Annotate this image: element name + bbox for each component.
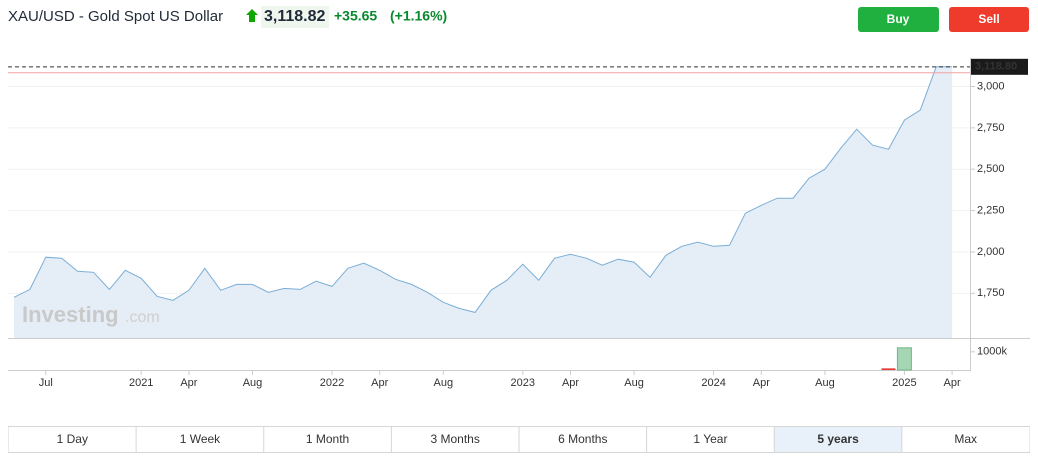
buy-button[interactable] — [858, 7, 939, 32]
range-tab-label[interactable]: 3 Months — [431, 432, 480, 446]
range-tab[interactable] — [391, 427, 519, 452]
x-tick-label: Aug — [815, 377, 835, 389]
last-price-tag-label: 3,118.80 — [975, 61, 1017, 73]
x-tick-label: Aug — [624, 377, 644, 389]
volume-bar — [881, 368, 896, 370]
x-tick-label: Apr — [371, 377, 388, 389]
range-tab[interactable] — [136, 427, 264, 452]
sell-button[interactable] — [949, 7, 1029, 32]
x-tick-label: Aug — [243, 377, 263, 389]
price-highlight — [261, 6, 329, 28]
y-tick-label: 3,000 — [977, 80, 1005, 92]
price-line — [13, 66, 953, 313]
x-tick-label: 2023 — [511, 377, 535, 389]
range-tab-label[interactable]: 1 Day — [57, 432, 88, 446]
range-tab-label[interactable]: 5 years — [817, 432, 859, 446]
x-tick-label: Apr — [562, 377, 579, 389]
y-tick-label: 2,750 — [977, 122, 1005, 134]
last-price: 3,118.82 — [264, 8, 326, 25]
range-tab-label[interactable]: 1 Week — [180, 432, 221, 446]
price-change: +35.65 — [334, 8, 377, 24]
x-tick-label: Apr — [753, 377, 770, 389]
price-change-pct: (+1.16%) — [390, 8, 447, 24]
x-tick-label: 2025 — [892, 377, 916, 389]
volume-tick-label: 1000k — [977, 346, 1007, 358]
range-tab-label[interactable]: 1 Month — [306, 432, 349, 446]
x-tick-label: Jul — [39, 377, 53, 389]
range-tab[interactable] — [519, 427, 647, 452]
x-tick-label: Apr — [180, 377, 197, 389]
watermark-suffix: .com — [125, 309, 160, 326]
instrument-title: XAU/USD - Gold Spot US Dollar — [8, 8, 223, 25]
x-tick-label: 2021 — [129, 377, 153, 389]
range-tab[interactable] — [646, 427, 775, 452]
range-tab-label[interactable]: 1 Year — [693, 432, 727, 446]
y-tick-label: 2,000 — [977, 246, 1005, 258]
range-tab-label[interactable]: 6 Months — [558, 432, 607, 446]
y-tick-label: 1,750 — [977, 287, 1005, 299]
up-arrow-icon — [246, 9, 258, 22]
x-tick-label: Aug — [434, 377, 454, 389]
range-tab[interactable] — [263, 427, 392, 452]
range-tab[interactable] — [774, 427, 902, 452]
watermark: Investing — [22, 302, 119, 327]
x-tick-label: Apr — [944, 377, 961, 389]
x-tick-label: 2022 — [320, 377, 344, 389]
buy-label[interactable]: Buy — [887, 12, 910, 26]
y-tick-label: 2,250 — [977, 204, 1005, 216]
last-price-tag — [971, 58, 1028, 75]
y-tick-label: 2,500 — [977, 163, 1005, 175]
sell-label[interactable]: Sell — [978, 12, 999, 26]
x-tick-label: 2024 — [701, 377, 725, 389]
range-tab[interactable] — [901, 427, 1030, 452]
range-tab-label[interactable]: Max — [954, 432, 977, 446]
range-tab[interactable] — [8, 427, 137, 452]
volume-bar — [896, 347, 912, 371]
price-area — [14, 66, 953, 339]
